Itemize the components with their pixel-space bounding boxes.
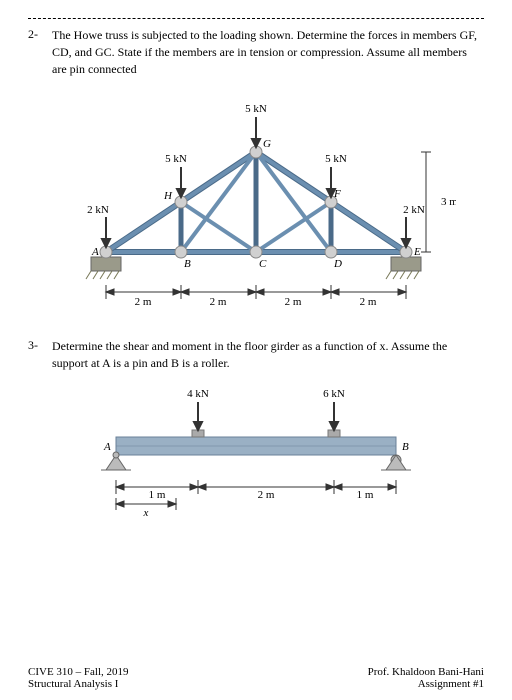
footer-prof: Prof. Khaldoon Bani-Hani [368,666,484,678]
node-f: F [333,188,341,200]
girder-load-2: 6 kN [323,388,345,400]
problem-3: 3- Determine the shear and moment in the… [28,338,484,372]
support-b: B [402,441,409,453]
node-a: A [91,246,99,258]
problem-3-number: 3- [28,338,52,372]
dim-3: 1 m [357,489,374,501]
node-b: B [184,258,191,270]
footer: CIVE 310 – Fall, 2019 Structural Analysi… [28,666,484,690]
height-label: 3 m [441,196,456,208]
girder-figure: 4 kN 6 kN A B 1 m 2 m 1 m x [28,382,484,527]
support-a: A [103,441,111,453]
problem-2-text: The Howe truss is subjected to the loadi… [52,27,484,77]
footer-course: CIVE 310 – Fall, 2019 [28,666,129,678]
load-a: 2 kN [87,204,109,216]
span-4: 2 m [360,296,377,307]
x-label: x [143,507,149,519]
node-h: H [163,190,173,202]
dim-2: 2 m [258,489,275,501]
dim-1: 1 m [149,489,166,501]
problem-2: 2- The Howe truss is subjected to the lo… [28,27,484,77]
truss-figure: 5 kN 5 kN 5 kN 2 kN 2 kN 3 m 2 m 2 m 2 m… [28,87,484,312]
span-3: 2 m [285,296,302,307]
load-h: 5 kN [165,153,187,165]
problem-3-text: Determine the shear and moment in the fl… [52,338,484,372]
load-e: 2 kN [403,204,425,216]
footer-subtitle: Structural Analysis I [28,678,129,690]
load-f: 5 kN [325,153,347,165]
problem-2-number: 2- [28,27,52,77]
node-g: G [263,138,271,150]
load-top: 5 kN [245,103,267,115]
span-2: 2 m [210,296,227,307]
node-c: C [259,258,267,270]
separator-line [28,18,484,19]
span-1: 2 m [135,296,152,307]
girder-load-1: 4 kN [187,388,209,400]
footer-assignment: Assignment #1 [368,678,484,690]
node-d: D [333,258,342,270]
node-e: E [413,246,421,258]
